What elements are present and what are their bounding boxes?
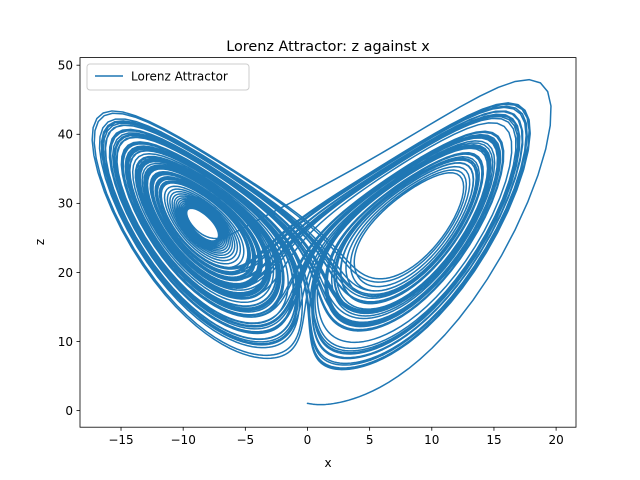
x-tick-label: 10 bbox=[424, 433, 439, 447]
plot-area bbox=[91, 78, 552, 406]
y-axis: 0 10 20 30 40 50 bbox=[58, 58, 80, 418]
x-axis: −15 −10 −5 0 5 10 15 20 bbox=[108, 427, 564, 447]
chart-title: Lorenz Attractor: z against x bbox=[226, 39, 430, 55]
legend: Lorenz Attractor bbox=[86, 63, 250, 91]
x-tick-label: 15 bbox=[486, 433, 501, 447]
x-tick-label: 5 bbox=[366, 433, 374, 447]
series-line-lorenz-attractor bbox=[91, 78, 552, 406]
x-tick-label: −10 bbox=[171, 433, 196, 447]
x-axis-label: x bbox=[324, 456, 331, 470]
x-tick-label: 0 bbox=[304, 433, 312, 447]
x-tick-label: 20 bbox=[548, 433, 563, 447]
axes-frame bbox=[79, 57, 577, 428]
y-tick-label: 20 bbox=[58, 266, 73, 280]
legend-label: Lorenz Attractor bbox=[131, 70, 228, 84]
y-tick-label: 30 bbox=[58, 197, 73, 211]
y-axis-label: z bbox=[33, 239, 47, 245]
x-tick-label: −5 bbox=[236, 433, 254, 447]
y-tick-label: 40 bbox=[58, 128, 73, 142]
x-tick-label: −15 bbox=[108, 433, 133, 447]
y-tick-label: 0 bbox=[65, 404, 73, 418]
legend-frame bbox=[86, 63, 250, 91]
y-tick-label: 50 bbox=[58, 58, 73, 72]
y-tick-label: 10 bbox=[58, 335, 73, 349]
